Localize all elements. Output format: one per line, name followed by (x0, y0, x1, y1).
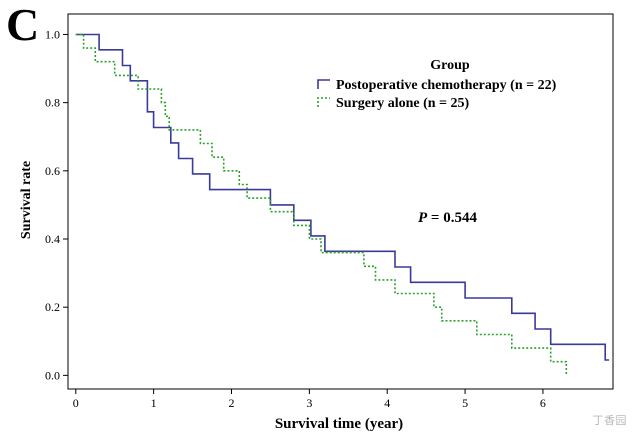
y-tick-label: 0.8 (45, 96, 60, 110)
watermark: 丁香园 (592, 414, 627, 427)
legend-swatch-surgery-alone (317, 97, 330, 107)
survival-curves (75, 33, 610, 376)
x-tick-label: 1 (151, 396, 157, 410)
x-tick-label: 2 (229, 396, 235, 410)
x-axis-label: Survival time (year) (275, 416, 403, 432)
y-tick-label: 0.0 (45, 368, 60, 382)
legend-title: Group (430, 58, 470, 73)
y-axis-ticks: 0.0 0.2 0.4 0.6 0.8 1.0 (45, 27, 68, 382)
p-value-annotation: P = 0.544 (418, 210, 477, 226)
x-axis-ticks: 0 1 2 3 4 5 6 (73, 389, 546, 410)
survival-curve-chemotherapy (75, 33, 610, 361)
y-tick-label: 1.0 (45, 27, 60, 41)
y-tick-label: 0.4 (45, 232, 60, 246)
y-tick-label: 0.6 (45, 164, 60, 178)
x-tick-label: 6 (540, 396, 546, 410)
legend-entry-surgery-alone: Surgery alone (n = 25) (336, 96, 470, 111)
x-tick-label: 3 (306, 396, 312, 410)
x-tick-label: 4 (384, 396, 390, 410)
panel-label: C (6, 0, 40, 50)
legend-swatch-chemotherapy (317, 79, 330, 89)
legend-entry-chemotherapy: Postoperative chemotherapy (n = 22) (336, 78, 557, 93)
survival-curve-surgery-alone (75, 33, 568, 376)
legend: Group Postoperative chemotherapy (n = 22… (317, 58, 557, 111)
y-tick-label: 0.2 (45, 300, 60, 314)
y-axis-label: Survival rate (19, 161, 34, 239)
plot-frame (67, 13, 614, 390)
x-tick-label: 5 (462, 396, 468, 410)
p-value-symbol: P (418, 210, 428, 226)
x-tick-label: 0 (73, 396, 79, 410)
p-value-text: = 0.544 (427, 210, 477, 226)
